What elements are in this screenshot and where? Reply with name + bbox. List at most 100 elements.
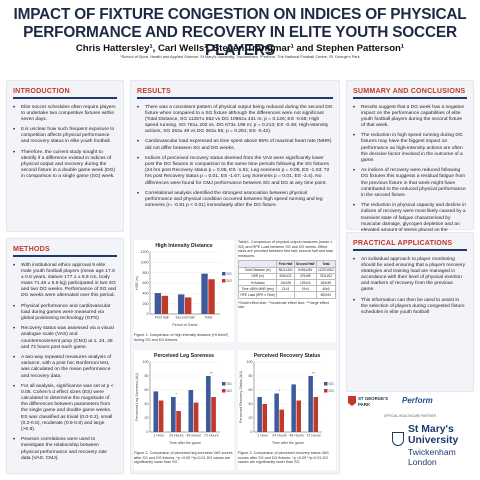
introduction-heading: INTRODUCTION [13,87,70,95]
heading-divider [13,255,117,257]
y-tick-label: 100 [143,360,149,364]
x-axis-label: Period of Game [172,323,197,327]
table-cell [276,291,295,299]
y-axis-label: Perceived Recovery Status (AU) [239,371,243,423]
bar [296,400,301,432]
x-tick-label: 48 Hours [289,434,304,438]
y-tick-label: 0 [147,312,149,316]
chart-title: Perceived Leg Soreness [154,353,214,359]
legend-swatch [324,382,328,386]
heading-divider [137,97,333,99]
x-tick-label: First half [155,316,169,320]
results-list: There was a consistent pattern of physic… [137,105,333,210]
table-1: Table1. Comparison of physical output me… [237,240,337,342]
introduction-section: INTRODUCTION Elite soccer schedules ofte… [6,80,124,232]
summary-bullet: Results suggest that a DG week has a neg… [353,105,467,129]
st-georges-text: ST GEORGE'S [358,396,389,401]
practical-section: PRACTICAL APPLICATIONS An individual app… [346,232,474,392]
heading-divider [353,97,467,99]
bar [206,376,211,432]
table-note: *Small effect size; **moderate effect si… [238,300,329,310]
bar [178,294,185,314]
figure-2-caption: Figure 2. Comparison of perceived leg so… [134,451,233,465]
leg-soreness-chart: Perceived Leg Soreness Perceived Leg Sore… [135,353,232,445]
bar [208,279,215,314]
chart-title: Perceived Recovery Status [254,353,321,359]
x-tick-label: 1 Hour [153,434,165,438]
y-tick-label: 60 [145,388,149,392]
bar [176,411,181,432]
results-bullet: Cardiovascular load expressed as time sp… [137,139,333,151]
methods-bullet: Pearson correlations were used to invest… [13,437,117,461]
bar [291,384,296,432]
legend-swatch [222,389,226,393]
results-bullet: There was a consistent pattern of physic… [137,105,333,135]
y-tick-label: 20 [145,416,149,420]
table-row: RPE Load (RPE x Time) 892±91 [237,291,337,299]
methods-bullet: With institutional ethics approval 9 eli… [13,263,117,300]
table-caption: Table1. Comparison of physical output me… [238,240,333,258]
shield-icon [348,396,356,406]
y-tick-label: 60 [249,388,253,392]
y-tick-label: 800 [143,271,149,275]
figure-3: Perceived Recovery Status Perceived Recov… [238,350,336,470]
y-tick-label: 40 [145,402,149,406]
bar [193,402,199,432]
legend-swatch [222,272,226,276]
uni-name-1: St Mary's [408,424,454,435]
significance-marker: ** [312,372,315,376]
legend-swatch [222,382,226,386]
y-tick-label: 0 [147,430,149,434]
table-cell [293,291,317,299]
park-text: PARK [358,402,371,407]
results-bullet: Correlational analysis identified the st… [137,191,333,209]
st-georges-park-logo: ST GEORGE'S PARK [348,394,392,414]
y-tick-label: 80 [145,374,149,378]
y-tick-label: 0 [251,430,253,434]
y-axis-label: Perceived Leg Soreness (AU) [135,373,139,421]
x-tick-label: Second half [176,316,195,320]
x-tick-label: 24 Hours [169,434,184,438]
heading-divider [353,249,467,251]
y-tick-label: 400 [143,292,149,296]
figure-1: High Intensity Distance HSR (m) Period of … [134,240,234,342]
x-axis-label: Time after the game [169,441,201,445]
partner-logos: ST GEORGE'S PARK Perform OFFICIAL HEALTH… [348,394,472,420]
figure-2: Perceived Leg Soreness Perceived Leg Sore… [134,350,234,470]
legend-label: DG [227,279,233,283]
significance-marker: * [279,389,281,393]
summary-bullet: The reduction in high speed running duri… [353,133,467,163]
practical-list: An individual approach to player monitor… [353,257,467,316]
x-tick-label: 72 Hours [306,434,321,438]
methods-bullet: Physical performance and cardiovascular … [13,304,117,322]
bar [274,393,279,432]
bar [161,295,169,314]
practical-bullet: This information can then be used to ass… [353,298,467,316]
practical-bullet: An individual approach to player monitor… [353,257,467,294]
uni-name-4: London [408,457,437,467]
y-tick-label: 100 [247,360,253,364]
university-logo: St Mary's University Twickenham London [392,422,472,474]
y-tick-label: 1000 [141,261,149,265]
methods-bullet: For all analysis, significance was set a… [13,384,117,433]
affiliation-line: ¹School of Sport, Health and Applied Sci… [120,54,360,59]
hi-distance-chart: High Intensity Distance HSR (m) Period of … [135,243,233,327]
legend-label: SG [227,382,232,386]
authors-line: Chris Hattersley¹, Carl Wells², Steven T… [75,43,405,54]
physical-output-table: First Half Second Half Total Total Dista… [237,260,337,299]
uni-name-2: University [408,435,459,446]
legend-label: SG [329,382,334,386]
y-tick-label: 1200 [141,250,149,254]
intro-bullet: It is unclear how such frequent exposure… [13,127,117,145]
bar [211,397,216,432]
bar [262,404,267,432]
legend-swatch [222,279,226,283]
x-tick-label: 48 Hours [186,434,201,438]
x-tick-label: Total [205,316,213,320]
bar [188,390,194,432]
recovery-status-chart: Perceived Recovery Status Perceived Recov… [239,353,334,445]
chart-title: High Intensity Distance [155,243,212,249]
summary-heading: SUMMARY AND CONCLUSIONS [353,87,466,95]
y-axis-label: HSR (m) [135,276,139,290]
